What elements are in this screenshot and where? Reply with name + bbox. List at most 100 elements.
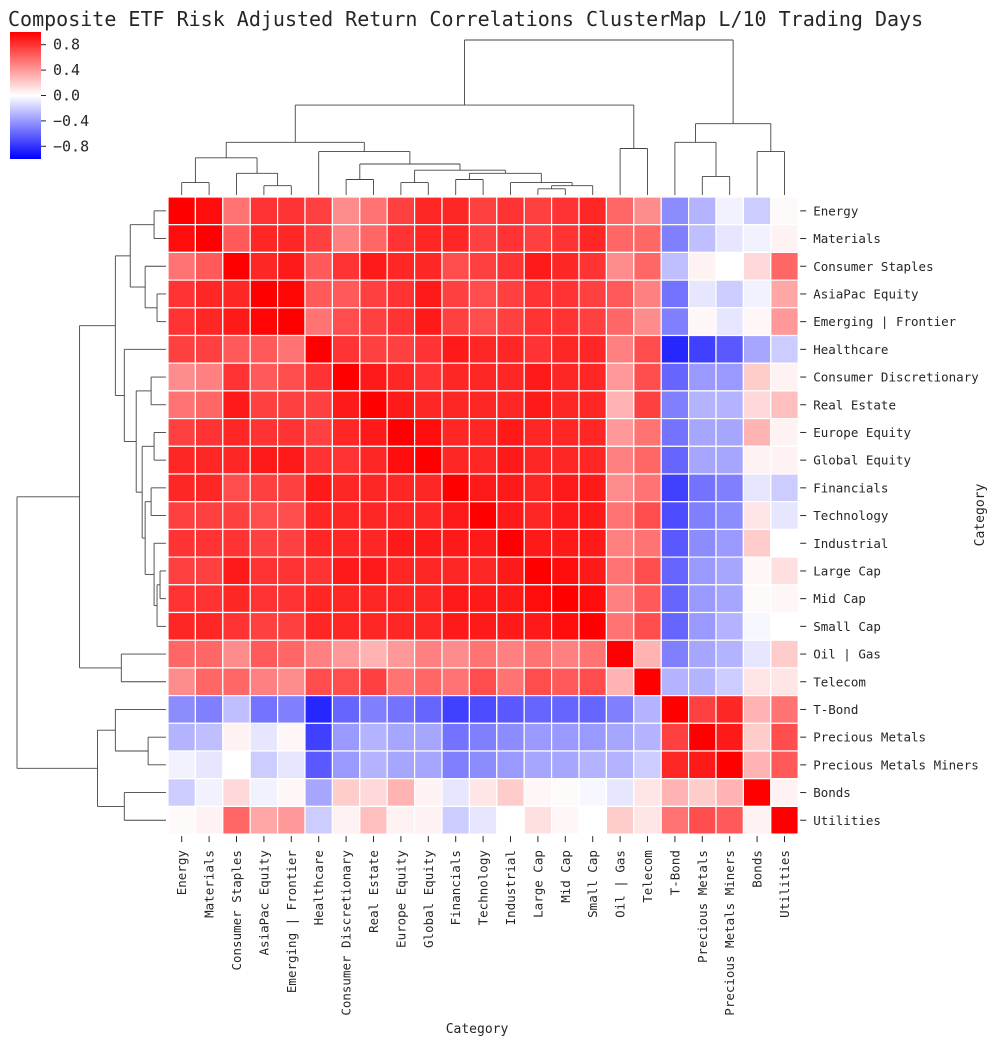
heatmap-cell xyxy=(331,307,361,337)
heatmap-cell xyxy=(222,778,251,808)
heatmap-cell xyxy=(441,528,470,558)
heatmap-cell xyxy=(386,251,416,281)
heatmap-cell xyxy=(441,722,470,752)
heatmap-cell xyxy=(414,279,443,309)
heatmap-cell xyxy=(277,639,306,669)
heatmap-cell xyxy=(523,224,553,253)
heatmap-cell xyxy=(605,805,635,835)
column-tick-label: Healthcare xyxy=(311,850,326,925)
heatmap-cell xyxy=(633,473,662,503)
heatmap-cell xyxy=(331,501,361,531)
heatmap-cell xyxy=(331,556,361,586)
column-tick-label: Europe Equity xyxy=(393,850,408,948)
heatmap-cell xyxy=(660,224,690,253)
heatmap-cell xyxy=(770,778,799,808)
heatmap-cell xyxy=(742,639,772,669)
heatmap-cell xyxy=(386,501,416,531)
heatmap-cell xyxy=(331,418,361,447)
heatmap-cell xyxy=(414,390,443,420)
heatmap-cell xyxy=(468,556,498,586)
heatmap-cell xyxy=(304,694,333,724)
column-tick-label: Emerging | Frontier xyxy=(284,850,299,993)
heatmap-cell xyxy=(249,667,279,697)
heatmap-cell xyxy=(578,196,607,226)
heatmap-cell xyxy=(715,418,744,447)
heatmap-cell xyxy=(687,196,717,226)
heatmap-cell xyxy=(550,501,580,531)
row-tick-label: T-Bond xyxy=(813,702,858,717)
heatmap-cell xyxy=(496,334,525,364)
heatmap-cell xyxy=(660,584,690,614)
heatmap-cell xyxy=(222,390,251,420)
heatmap-cell xyxy=(277,251,306,281)
heatmap-cell xyxy=(770,445,799,475)
heatmap-cell xyxy=(194,778,224,808)
heatmap-cell xyxy=(468,750,498,780)
heatmap-cell xyxy=(742,445,772,475)
heatmap-cell xyxy=(578,362,607,392)
heatmap-cell xyxy=(687,418,717,447)
column-tick-label: Consumer Staples xyxy=(229,850,244,970)
heatmap-cell xyxy=(249,584,279,614)
heatmap-cell xyxy=(222,418,251,447)
heatmap-cell xyxy=(605,279,635,309)
heatmap-cell xyxy=(277,196,306,226)
heatmap-cell xyxy=(468,334,498,364)
row-tick-label: Global Equity xyxy=(813,453,911,468)
heatmap-cell xyxy=(194,196,224,226)
heatmap-cell xyxy=(605,556,635,586)
heatmap-cell xyxy=(441,334,470,364)
heatmap-cell xyxy=(742,418,772,447)
heatmap-cell xyxy=(523,307,553,337)
row-tick-label: Industrial xyxy=(813,536,888,551)
heatmap-cell xyxy=(687,334,717,364)
heatmap-cell xyxy=(304,556,333,586)
heatmap-cell xyxy=(660,334,690,364)
heatmap-cell xyxy=(414,639,443,669)
heatmap-cell xyxy=(194,473,224,503)
heatmap-cell xyxy=(222,279,251,309)
heatmap-cell xyxy=(414,556,443,586)
heatmap-cell xyxy=(496,362,525,392)
heatmap-cell xyxy=(386,556,416,586)
row-tick-label: Consumer Staples xyxy=(813,259,933,274)
row-tick-label: Precious Metals xyxy=(813,730,926,745)
colorbar-tick-label: 0.8 xyxy=(53,36,80,54)
heatmap-cell xyxy=(715,334,744,364)
heatmap-cell xyxy=(687,778,717,808)
heatmap-cell xyxy=(194,694,224,724)
heatmap-cell xyxy=(523,667,553,697)
heatmap-cell xyxy=(331,362,361,392)
heatmap-cell xyxy=(496,778,525,808)
heatmap-cell xyxy=(715,528,744,558)
heatmap-cell xyxy=(742,224,772,253)
heatmap-cell xyxy=(414,584,443,614)
heatmap-cell xyxy=(414,473,443,503)
heatmap-cell xyxy=(660,390,690,420)
heatmap-cell xyxy=(550,528,580,558)
heatmap-cell xyxy=(687,611,717,641)
heatmap-cell xyxy=(578,279,607,309)
heatmap-cell xyxy=(605,694,635,724)
row-tick-label: Small Cap xyxy=(813,619,881,634)
heatmap-cell xyxy=(414,445,443,475)
column-tick-label: Telecom xyxy=(640,850,655,903)
heatmap-cell xyxy=(167,196,196,226)
heatmap-cell xyxy=(633,251,662,281)
heatmap-cell xyxy=(770,251,799,281)
heatmap-cell xyxy=(386,639,416,669)
heatmap-cell xyxy=(468,584,498,614)
heatmap-cell xyxy=(304,611,333,641)
heatmap-cell xyxy=(222,528,251,558)
heatmap-cell xyxy=(496,445,525,475)
heatmap-cell xyxy=(715,501,744,531)
heatmap-cell xyxy=(605,196,635,226)
heatmap-cell xyxy=(633,445,662,475)
row-tick-label: Utilities xyxy=(813,813,881,828)
heatmap-cell xyxy=(550,639,580,669)
heatmap-cell xyxy=(742,722,772,752)
heatmap-cell xyxy=(441,196,470,226)
heatmap-cell xyxy=(578,667,607,697)
row-tick-label: Precious Metals Miners xyxy=(813,757,979,772)
heatmap-cell xyxy=(660,501,690,531)
